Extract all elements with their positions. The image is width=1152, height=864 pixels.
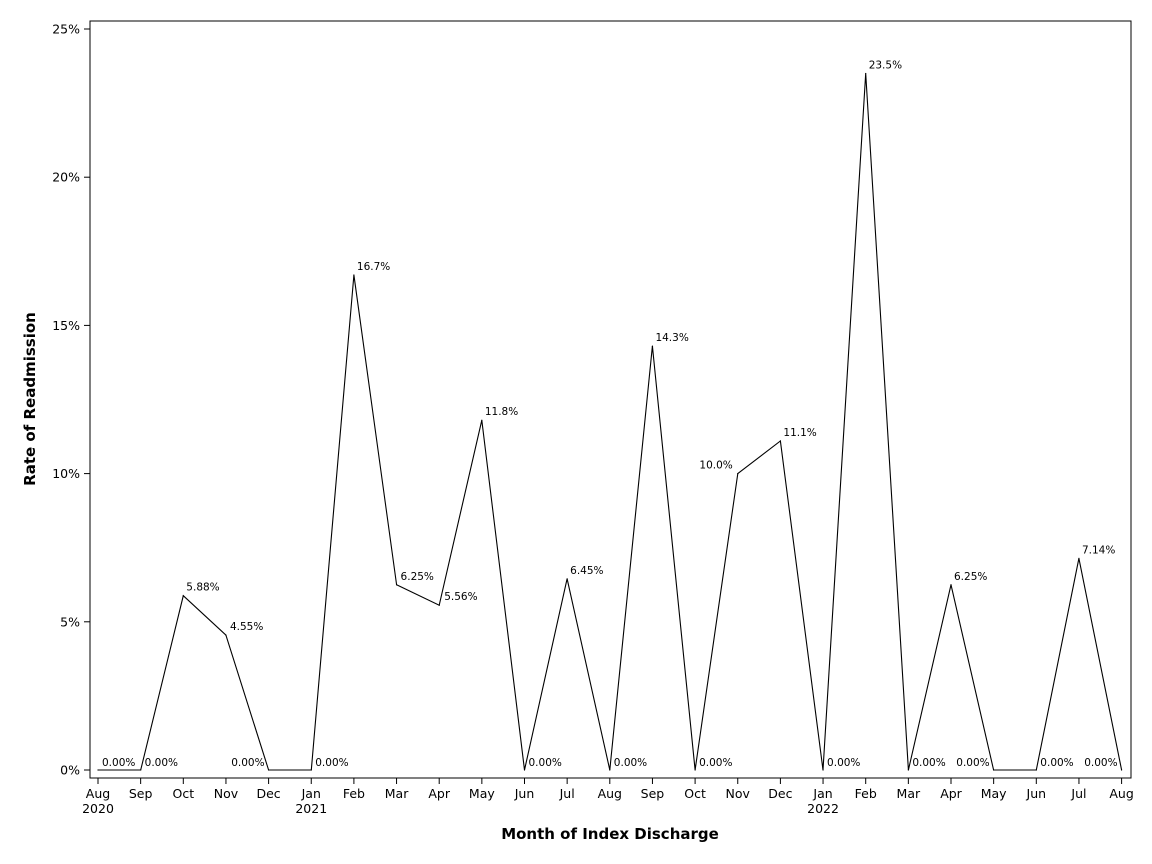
x-tick-label-month: Oct [172, 786, 194, 801]
data-label: 10.0% [699, 460, 732, 472]
data-label: 0.00% [912, 757, 945, 769]
x-tick-label-month: Aug [86, 786, 110, 801]
x-tick-label-month: Dec [768, 786, 792, 801]
data-label: 5.56% [444, 591, 477, 603]
data-label: 0.00% [1084, 757, 1117, 769]
data-point [1121, 769, 1123, 771]
data-label: 0.00% [145, 757, 178, 769]
data-label: 23.5% [869, 59, 902, 71]
data-point [353, 274, 355, 276]
x-tick-label-month: Nov [726, 786, 751, 801]
x-tick-label-month: Jan [812, 786, 832, 801]
x-tick-label-year: 2021 [295, 801, 327, 816]
x-tick-label-month: Mar [385, 786, 409, 801]
data-label: 0.00% [231, 757, 264, 769]
data-point [822, 769, 824, 771]
y-tick-label: 15% [52, 318, 80, 333]
plot-frame [89, 20, 1132, 779]
y-tick-label: 10% [52, 466, 80, 481]
data-label: 11.1% [783, 427, 816, 439]
x-tick-label-month: Jun [1026, 786, 1047, 801]
x-tick-label-month: Sep [641, 786, 665, 801]
data-label: 4.55% [230, 621, 263, 633]
data-label: 5.88% [186, 582, 219, 594]
x-tick-label-month: May [981, 786, 1007, 801]
x-tick-label-month: Feb [343, 786, 365, 801]
data-label-group: 0.00% 0.00% 5.88% 4.55% 0.00% 0.00% 16.7% 6.25%… [102, 59, 1118, 769]
data-point [566, 578, 568, 580]
data-point [737, 473, 739, 475]
data-label: 0.00% [315, 757, 348, 769]
y-tick-label: 20% [52, 170, 80, 185]
data-label: 0.00% [956, 757, 989, 769]
data-point [268, 769, 270, 771]
y-tick-label: 25% [52, 22, 80, 37]
x-tick-label-month: Dec [256, 786, 280, 801]
data-point [1035, 769, 1037, 771]
data-point [779, 440, 782, 442]
data-label: 16.7% [357, 261, 390, 273]
data-label: 14.3% [655, 332, 688, 344]
x-axis-title: Month of Index Discharge [501, 825, 719, 843]
data-point [865, 72, 867, 75]
x-tick-label-month: May [469, 786, 495, 801]
y-axis: 0% 5% 10% 15% 20% 25% [52, 22, 90, 778]
data-label: 0.00% [827, 757, 860, 769]
x-tick-label-year: 2020 [82, 801, 114, 816]
x-tick-label-month: Aug [1109, 786, 1133, 801]
data-point [993, 769, 995, 771]
data-point [950, 584, 952, 586]
data-point [97, 769, 99, 771]
data-label: 0.00% [699, 757, 732, 769]
data-point [310, 769, 312, 771]
x-tick-label-month: Nov [214, 786, 239, 801]
data-point [694, 769, 696, 771]
data-label: 11.8% [485, 406, 518, 418]
y-tick-label: 5% [60, 614, 80, 629]
data-label: 0.00% [529, 757, 562, 769]
x-tick-label-month: Apr [428, 786, 450, 801]
series-line-group [97, 72, 1123, 771]
data-label: 0.00% [614, 757, 647, 769]
x-tick-label-month: Jul [1070, 786, 1086, 801]
data-point [907, 769, 909, 771]
x-tick-label-month: Oct [684, 786, 706, 801]
x-tick-label-month: Aug [598, 786, 622, 801]
data-point [1078, 557, 1080, 559]
data-label: 6.45% [570, 565, 603, 577]
data-label: 6.25% [954, 571, 987, 583]
y-axis-title: Rate of Readmission [21, 312, 39, 486]
x-tick-label-month: Mar [897, 786, 921, 801]
data-point [609, 769, 611, 771]
data-point [182, 595, 184, 597]
data-point [651, 345, 654, 347]
x-tick-label-month: Apr [940, 786, 962, 801]
data-point [481, 419, 483, 421]
x-tick-label-month: Sep [129, 786, 153, 801]
data-point [395, 584, 398, 586]
data-label: 6.25% [401, 571, 434, 583]
data-point [140, 769, 142, 771]
x-tick-label-month: Feb [855, 786, 877, 801]
x-tick-label-month: Jun [514, 786, 535, 801]
data-point [523, 769, 526, 771]
data-point [438, 604, 440, 606]
data-point [225, 634, 227, 636]
y-tick-label: 0% [60, 763, 80, 778]
series-line [98, 73, 1123, 771]
data-label: 0.00% [102, 757, 135, 769]
x-tick-label-year: 2022 [807, 801, 839, 816]
data-label: 7.14% [1082, 544, 1115, 556]
x-tick-label-month: Jan [301, 786, 321, 801]
data-label: 0.00% [1040, 757, 1073, 769]
x-tick-label-month: Jul [559, 786, 575, 801]
